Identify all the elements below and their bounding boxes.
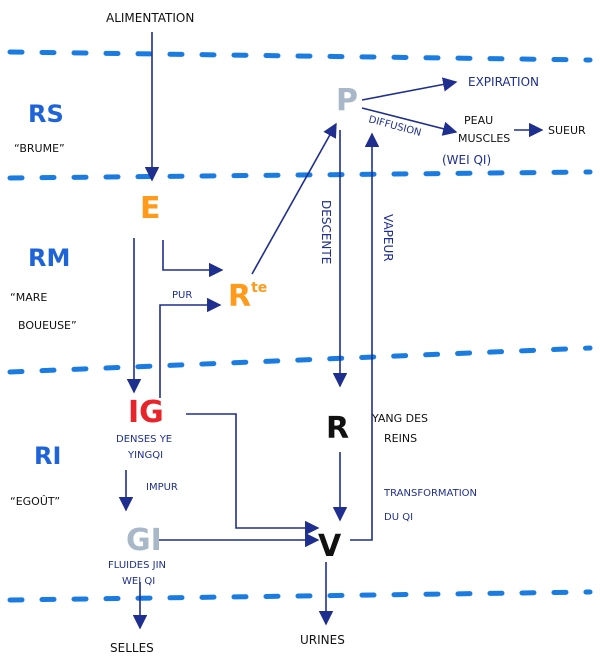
selles-label: SELLES	[110, 641, 154, 655]
vapeur-label: VAPEUR	[381, 214, 395, 262]
ig-sub-line2: YINGQI	[127, 450, 163, 461]
node-v: V	[318, 529, 342, 564]
yang-des-reins-line2: REINS	[384, 432, 417, 445]
node-r-te-base: R	[228, 279, 251, 314]
zone-ri-name: “EGOÛT”	[10, 495, 60, 508]
expiration-label: EXPIRATION	[468, 75, 539, 89]
zone-rm-name-line2: BOUEUSE”	[18, 319, 77, 332]
zone-rs-name: “BRUME”	[14, 142, 65, 155]
yang-des-reins-line1: YANG DES	[371, 412, 428, 425]
arrow-rte-to-p	[251, 122, 337, 275]
zone-rs-abbr: RS	[28, 100, 64, 128]
urines-label: URINES	[300, 633, 345, 647]
node-r: R	[326, 411, 349, 446]
arrow-ig-to-v	[186, 413, 320, 536]
node-ig: IG	[128, 395, 164, 430]
impur-label: IMPUR	[146, 482, 178, 493]
zone-ri-abbr: RI	[34, 442, 61, 470]
node-gi: GI	[126, 523, 162, 558]
pur-label: PUR	[172, 290, 192, 301]
separator-rm-ri	[7, 345, 593, 375]
muscles-label: MUSCLES	[458, 132, 510, 145]
peau-label: PEAU	[464, 114, 493, 127]
gi-sub-line2: WEI QI	[122, 576, 155, 587]
transformation-label-line2: DU QI	[384, 512, 413, 523]
separator-bottom	[7, 589, 593, 603]
node-r-te: Rte	[228, 279, 267, 314]
descente-label: DESCENTE	[319, 200, 333, 264]
arrow-p-to-peau	[361, 107, 458, 136]
diffusion-label: DIFFUSION	[367, 114, 422, 139]
node-r-te-sup: te	[251, 280, 267, 296]
zone-rm-name-line1: “MARE	[10, 291, 47, 304]
transformation-label-line1: TRANSFORMATION	[383, 488, 477, 499]
arrow-e-to-rte-upper	[162, 240, 224, 278]
arrow-p-to-expiration	[361, 77, 458, 101]
separator-rs-rm	[7, 169, 593, 181]
node-e: E	[140, 191, 161, 226]
zone-rm-abbr: RM	[28, 244, 70, 272]
alimentation-label: ALIMENTATION	[106, 11, 194, 25]
separator-top	[7, 49, 593, 63]
wei-qi-label: (WEI QI)	[442, 153, 491, 167]
gi-sub-line1: FLUIDES JIN	[108, 560, 166, 571]
arrow-ig-to-rte-pur	[159, 297, 222, 398]
node-p: P	[336, 83, 358, 118]
sueur-label: SUEUR	[548, 124, 586, 137]
arrow-v-to-vapeur	[350, 398, 373, 541]
ig-sub-line1: DENSES YE	[116, 434, 172, 445]
